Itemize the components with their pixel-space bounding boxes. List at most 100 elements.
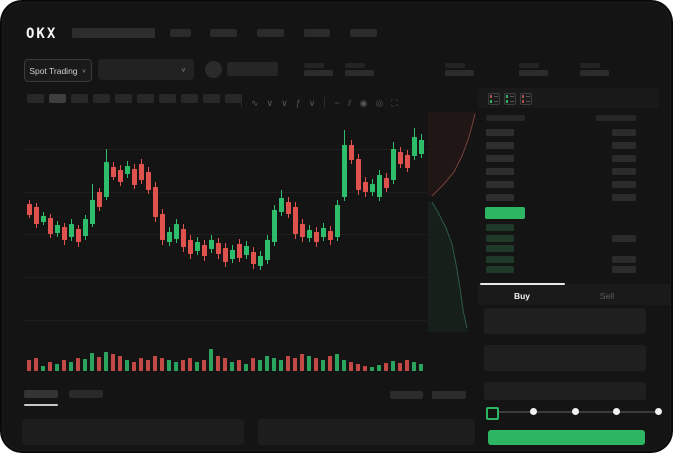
candle xyxy=(83,219,88,236)
tab-sell[interactable]: Sell xyxy=(599,291,615,301)
indicator-wave-icon[interactable]: ∿ xyxy=(251,98,259,108)
candle xyxy=(377,175,382,197)
candle-style-icon[interactable]: ƒ xyxy=(295,98,301,108)
volume-bar xyxy=(307,356,311,371)
candle xyxy=(258,256,263,266)
ask-price-row[interactable] xyxy=(486,155,514,162)
slider-step-dot[interactable] xyxy=(655,408,662,415)
candle xyxy=(384,178,389,188)
camera-icon[interactable]: ◉ xyxy=(359,98,368,108)
bid-price-row[interactable] xyxy=(486,245,514,252)
ask-price-row[interactable] xyxy=(486,142,514,149)
bid-price-row[interactable] xyxy=(486,255,514,263)
chevron-down-icon[interactable]: ∨ xyxy=(281,98,288,108)
volume-bar xyxy=(363,366,367,371)
book-both-icon[interactable] xyxy=(488,93,500,105)
chevron-down-icon[interactable]: ∨ xyxy=(266,98,274,108)
interval-button[interactable] xyxy=(203,94,220,103)
submit-order-button[interactable] xyxy=(488,430,645,445)
interval-button[interactable] xyxy=(181,94,198,103)
bid-amount-row[interactable] xyxy=(612,266,636,273)
volume-bar xyxy=(118,356,122,371)
depth-asks-area xyxy=(428,112,477,198)
ask-amount-row[interactable] xyxy=(612,194,636,201)
ask-amount-row[interactable] xyxy=(612,168,636,175)
book-buys-icon[interactable] xyxy=(504,93,516,105)
volume-bar xyxy=(69,362,73,371)
candlestick-chart-canvas[interactable] xyxy=(24,112,427,332)
ask-amount-row[interactable] xyxy=(612,155,636,162)
bottom-tab[interactable] xyxy=(24,390,58,398)
interval-button[interactable] xyxy=(225,94,242,103)
fullscreen-icon[interactable]: ⛶ xyxy=(391,98,398,108)
book-sells-icon[interactable] xyxy=(520,93,532,105)
chevron-down-icon[interactable]: ∨ xyxy=(308,98,316,108)
order-input-placeholder[interactable] xyxy=(484,382,646,400)
interval-button[interactable] xyxy=(159,94,176,103)
volume-bar xyxy=(111,354,115,371)
volume-bar xyxy=(251,358,255,371)
pair-dropdown[interactable]: ∨ xyxy=(98,59,194,80)
nav-item[interactable] xyxy=(210,29,237,37)
volume-bar xyxy=(258,360,262,371)
market-type-selector[interactable]: Spot Trading ∨ xyxy=(24,59,92,82)
interval-button[interactable] xyxy=(27,94,44,103)
orderbook-col-header-amount xyxy=(596,115,636,121)
volume-bar xyxy=(321,360,325,371)
slider-step-dot[interactable] xyxy=(571,408,579,415)
line-tool-icon[interactable]: ~ xyxy=(334,98,340,108)
last-price-badge[interactable] xyxy=(485,207,525,219)
nav-item[interactable] xyxy=(350,29,377,37)
bid-price-row[interactable] xyxy=(486,266,514,273)
bottom-action-placeholder[interactable] xyxy=(432,391,466,399)
candle xyxy=(405,155,410,168)
slider-step-dot[interactable] xyxy=(613,408,621,415)
volume-bar xyxy=(223,358,227,371)
nav-item[interactable] xyxy=(304,29,330,37)
stat-label-placeholder xyxy=(304,63,324,68)
interval-button[interactable] xyxy=(137,94,154,103)
tab-buy[interactable]: Buy xyxy=(513,291,531,301)
depth-profile-overlay xyxy=(428,112,477,332)
icon-bar xyxy=(506,95,508,98)
bottom-action-placeholder[interactable] xyxy=(390,391,423,399)
chevron-down-icon: ∨ xyxy=(180,67,186,73)
slider-step-dot[interactable] xyxy=(529,408,537,415)
bid-price-row[interactable] xyxy=(486,224,514,231)
history-icon[interactable]: ◎ xyxy=(375,98,384,108)
candle xyxy=(265,240,270,260)
ask-price-row[interactable] xyxy=(486,194,514,201)
volume-bar xyxy=(195,362,199,371)
volume-bar xyxy=(174,362,178,371)
interval-button[interactable] xyxy=(93,94,110,103)
ask-price-row[interactable] xyxy=(486,129,514,136)
brush-icon[interactable]: ⫽ xyxy=(347,98,352,108)
bottom-active-tab-underline xyxy=(24,404,58,406)
ask-amount-row[interactable] xyxy=(612,181,636,188)
volume-bar xyxy=(391,361,395,371)
candle xyxy=(76,229,81,242)
candle xyxy=(132,169,137,185)
okx-logo[interactable]: OKX xyxy=(26,26,58,42)
ask-amount-row[interactable] xyxy=(612,129,636,136)
order-input-placeholder[interactable] xyxy=(484,345,646,371)
interval-button[interactable] xyxy=(49,94,66,103)
nav-item[interactable] xyxy=(170,29,191,37)
bid-amount-row[interactable] xyxy=(612,255,636,263)
interval-button[interactable] xyxy=(71,94,88,103)
candle xyxy=(41,216,46,222)
interval-button[interactable] xyxy=(115,94,132,103)
bid-price-row[interactable] xyxy=(486,234,514,242)
slider-handle[interactable] xyxy=(486,407,499,420)
nav-item[interactable] xyxy=(257,29,284,37)
stat-value-placeholder xyxy=(304,70,333,76)
candle xyxy=(209,240,214,249)
bid-amount-row[interactable] xyxy=(612,234,636,242)
bottom-tab[interactable] xyxy=(69,390,103,398)
volume-bar xyxy=(419,364,423,371)
order-input-placeholder[interactable] xyxy=(484,308,646,334)
header-title-placeholder xyxy=(72,28,155,38)
ask-amount-row[interactable] xyxy=(612,142,636,149)
ask-price-row[interactable] xyxy=(486,181,514,188)
ask-price-row[interactable] xyxy=(486,168,514,175)
